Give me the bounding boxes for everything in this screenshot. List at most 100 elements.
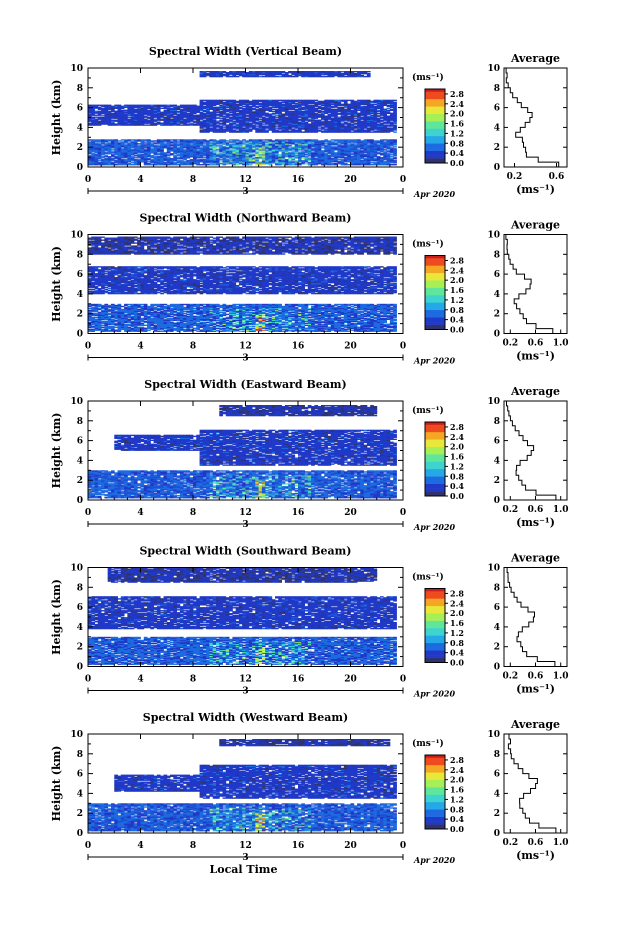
heatmap-cell <box>269 107 273 108</box>
heatmap-cell <box>288 100 292 101</box>
heatmap-cell <box>364 129 368 130</box>
heatmap-cell <box>236 104 240 105</box>
heatmap-cell <box>364 100 368 101</box>
heatmap-cell <box>101 105 105 106</box>
heatmap-cell <box>354 139 358 140</box>
heatmap-cells <box>88 237 397 332</box>
heatmap-cell <box>390 113 394 114</box>
heatmap-cell <box>246 72 250 73</box>
heatmap-cell <box>223 128 227 129</box>
heatmap-cell <box>347 100 351 101</box>
heatmap-cell <box>282 71 286 72</box>
heatmap-cell <box>262 125 266 126</box>
heatmap-cell <box>344 139 348 140</box>
heatmap-cell <box>259 145 263 146</box>
heatmap-cell <box>311 139 315 140</box>
heatmap-cell <box>121 159 125 160</box>
colorbar-segment <box>425 133 445 136</box>
heatmap-cell <box>108 139 112 140</box>
heatmap-cell <box>370 104 374 105</box>
heatmap-cell <box>203 110 207 111</box>
y-tick-label: 2 <box>77 143 83 153</box>
heatmap-cell <box>288 75 292 76</box>
heatmap-cell <box>98 105 102 106</box>
heatmap-cell <box>259 119 263 120</box>
average-y-tick-label: 6 <box>494 104 500 114</box>
heatmap-cell <box>144 144 148 145</box>
heatmap-cell <box>131 164 135 165</box>
heatmap-cell <box>190 159 194 160</box>
heatmap-cell <box>393 146 397 147</box>
heatmap-cell <box>160 112 164 113</box>
heatmap-cell <box>131 141 135 142</box>
colorbar-segment <box>425 99 445 102</box>
heatmap-cell <box>308 139 312 140</box>
heatmap-cell <box>203 100 207 101</box>
heatmap-cell <box>239 71 243 72</box>
heatmap-cell <box>114 164 118 165</box>
heatmap-cell <box>200 112 204 113</box>
heatmap-cell <box>232 71 236 72</box>
heatmap-cell <box>357 100 361 101</box>
heatmap-cell <box>200 164 204 165</box>
heatmap-cell <box>98 139 102 140</box>
heatmap-cell <box>121 139 125 140</box>
heatmap-cell <box>321 126 325 127</box>
heatmap-cell <box>377 144 381 145</box>
heatmap-cell <box>360 106 364 107</box>
heatmap-cell <box>265 129 269 130</box>
heatmap-cell <box>170 141 174 142</box>
heatmap-cell <box>308 119 312 120</box>
heatmap-cell <box>288 139 292 140</box>
heatmap-cell <box>154 145 158 146</box>
heatmap-cell <box>124 159 128 160</box>
heatmap-cell <box>160 119 164 120</box>
heatmap-cell <box>347 144 351 145</box>
heatmap-cell <box>203 145 207 146</box>
heatmap-cell <box>252 108 256 109</box>
heatmap-cell <box>121 141 125 142</box>
heatmap-cell <box>229 114 233 115</box>
heatmap-cell <box>180 139 184 140</box>
heatmap-cell <box>229 149 233 150</box>
heatmap-cell <box>301 71 305 72</box>
heatmap-cell <box>242 106 246 107</box>
colorbar-tick-label: 1.6 <box>450 119 464 129</box>
x-tick-label: 0 <box>400 175 406 185</box>
heatmap-cell <box>216 149 220 150</box>
heatmap-cell <box>252 124 256 125</box>
heatmap-cell <box>144 149 148 150</box>
heatmap-cell <box>278 102 282 103</box>
heatmap-cell <box>127 119 131 120</box>
colorbar-segment <box>425 141 445 144</box>
heatmap-cell <box>278 100 282 101</box>
heatmap-cell <box>259 121 263 122</box>
heatmap-cell <box>239 110 243 111</box>
heatmap-cell <box>351 71 355 72</box>
heatmap-cell <box>272 71 276 72</box>
heatmap-cell <box>334 142 338 143</box>
heatmap-cell <box>164 162 168 163</box>
heatmap-cell <box>232 139 236 140</box>
heatmap-cell <box>331 146 335 147</box>
heatmap-cell <box>255 122 259 123</box>
heatmap-cell <box>209 100 213 101</box>
heatmap-cell <box>186 113 190 114</box>
heatmap-cell <box>298 71 302 72</box>
heatmap-cell <box>167 105 171 106</box>
heatmap-cell <box>242 143 246 144</box>
heatmap-cell <box>160 123 164 124</box>
colorbar-segment <box>425 129 445 132</box>
heatmap-cell <box>190 144 194 145</box>
heatmap-cell <box>272 111 276 112</box>
heatmap-cell <box>324 145 328 146</box>
heatmap-cell <box>127 139 131 140</box>
heatmap-cell <box>324 128 328 129</box>
heatmap-cell <box>223 126 227 127</box>
heatmap-cell <box>101 139 105 140</box>
heatmap-cell <box>285 117 289 118</box>
heatmap-cell <box>193 115 197 116</box>
heatmap-cell <box>305 100 309 101</box>
heatmap-cell <box>121 110 125 111</box>
heatmap-cell <box>229 100 233 101</box>
